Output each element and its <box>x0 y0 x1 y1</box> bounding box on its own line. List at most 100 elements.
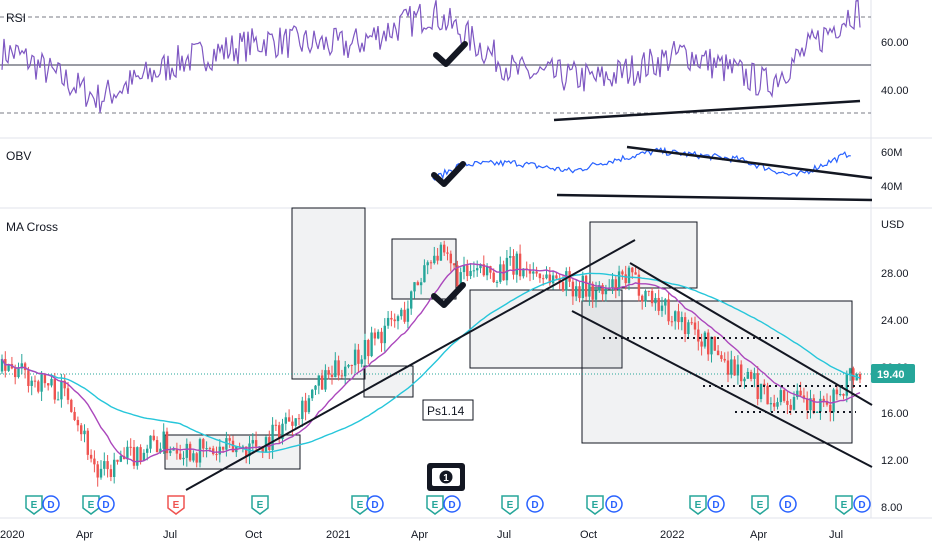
dividend-marker[interactable]: D <box>526 495 544 513</box>
earnings-marker[interactable]: E <box>751 495 769 515</box>
candle-body <box>350 365 353 367</box>
obv-tick-40m: 40M <box>881 181 902 193</box>
candle-body <box>423 265 426 283</box>
candle-body <box>773 403 776 407</box>
candle-body <box>132 447 136 466</box>
candle-body <box>212 448 215 455</box>
dividend-marker[interactable]: D <box>443 495 461 513</box>
candle-body <box>528 269 532 274</box>
candle-body <box>660 305 664 311</box>
candle-body <box>690 322 693 324</box>
candle-body <box>93 458 96 465</box>
candle-body <box>482 264 485 276</box>
earnings-marker[interactable]: E <box>351 495 369 515</box>
candle-body <box>763 383 766 386</box>
candle-body <box>443 244 446 253</box>
candle-body <box>720 355 723 359</box>
obv-line <box>432 146 851 181</box>
candle-body <box>509 256 512 258</box>
earnings-marker[interactable]: E <box>251 495 269 515</box>
candle-body <box>670 321 674 323</box>
svg-text:E: E <box>507 500 514 511</box>
candle-body <box>766 385 769 405</box>
candle-body <box>456 265 459 287</box>
earnings-marker[interactable]: E <box>501 495 519 515</box>
candle-body <box>716 350 720 356</box>
dividend-marker[interactable]: D <box>97 495 115 513</box>
split-marker[interactable]: E <box>167 495 185 515</box>
candle-body <box>386 317 390 326</box>
candle-body <box>380 331 383 344</box>
candle-body <box>301 400 304 419</box>
candle-body <box>324 370 327 390</box>
candle-body <box>139 447 142 461</box>
candle-body <box>594 290 598 300</box>
svg-text:E: E <box>88 500 95 511</box>
candle-body <box>357 349 360 364</box>
price-tick-16: 16.00 <box>881 408 909 420</box>
earnings-marker[interactable]: E <box>426 495 444 515</box>
candle-body <box>192 453 195 461</box>
candle-body <box>429 262 433 264</box>
candle-body <box>162 431 165 449</box>
candle-body <box>542 278 545 280</box>
candle-body <box>271 424 274 450</box>
checkmark-icon <box>433 41 468 67</box>
candle-body <box>627 267 631 284</box>
dividend-marker[interactable]: D <box>366 495 384 513</box>
dividend-marker[interactable]: D <box>605 495 623 513</box>
candle-body <box>604 288 608 295</box>
candle-body <box>664 299 667 306</box>
candle-body <box>225 438 228 450</box>
candle-body <box>278 425 281 439</box>
candle-body <box>806 398 809 411</box>
candle-body <box>330 374 334 377</box>
candle-body <box>370 332 373 357</box>
candle-body <box>254 440 258 447</box>
earnings-marker[interactable]: E <box>25 495 43 515</box>
candle-body <box>825 400 829 405</box>
candle-body <box>644 290 647 302</box>
dividend-marker[interactable]: D <box>707 495 725 513</box>
candle-body <box>641 295 644 302</box>
svg-text:D: D <box>712 500 719 511</box>
candle-body <box>377 331 380 339</box>
candle-body <box>726 360 730 375</box>
candle-body <box>202 439 205 449</box>
candle-body <box>439 244 443 261</box>
earnings-marker[interactable]: E <box>586 495 604 515</box>
ma-fast-line <box>1 263 861 463</box>
svg-text:E: E <box>257 500 264 511</box>
uptrend-line <box>185 239 636 491</box>
candle-body <box>700 341 703 347</box>
dividend-marker[interactable]: D <box>779 495 797 513</box>
candle-body <box>584 275 588 297</box>
candle-body <box>848 368 852 374</box>
candle-body <box>736 364 740 376</box>
dividend-marker[interactable]: D <box>853 495 871 513</box>
candle-body <box>106 461 109 470</box>
earnings-marker[interactable]: E <box>82 495 100 515</box>
candle-body <box>650 290 654 304</box>
earnings-marker[interactable]: E <box>689 495 707 515</box>
dividend-marker[interactable]: D <box>42 495 60 513</box>
candle-body <box>611 279 614 289</box>
candle-body <box>373 332 377 339</box>
candle-body <box>165 431 169 454</box>
candle-body <box>76 419 80 426</box>
candle-body <box>710 336 713 355</box>
candle-body <box>113 459 116 477</box>
candle-body <box>50 378 53 386</box>
x-label-oct-2021: Oct <box>580 529 597 541</box>
annotation-label: Ps1.14 <box>427 404 465 418</box>
earnings-marker[interactable]: E <box>835 495 853 515</box>
candle-body <box>469 270 472 277</box>
candle-body <box>802 395 806 399</box>
candle-body <box>769 403 773 405</box>
candle-body <box>103 461 106 469</box>
candle-body <box>680 317 683 323</box>
candle-body <box>703 332 707 347</box>
rsi-tick-60: 60.00 <box>881 37 909 49</box>
candle-body <box>835 389 839 395</box>
candle-body <box>647 290 650 292</box>
